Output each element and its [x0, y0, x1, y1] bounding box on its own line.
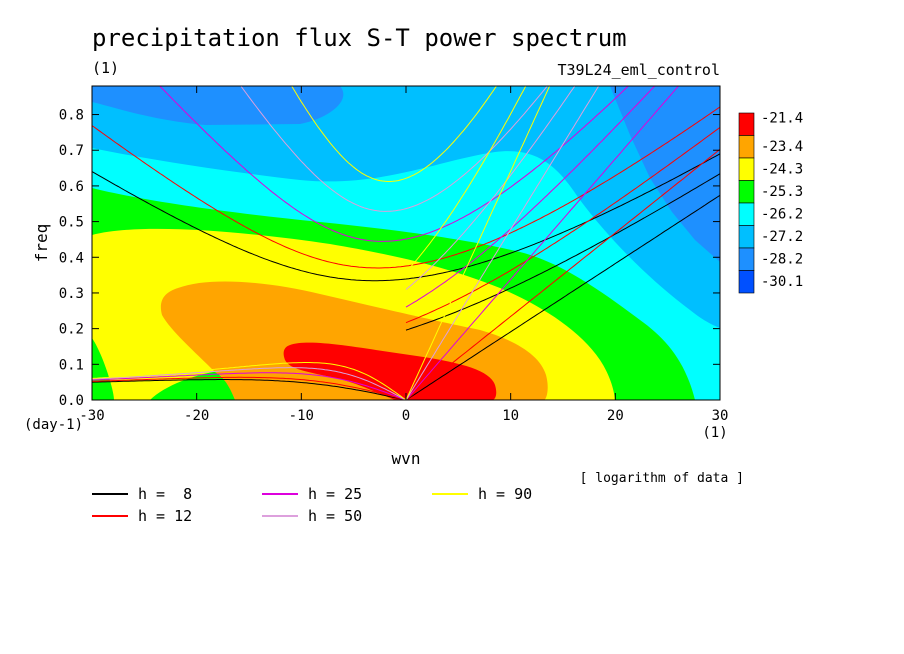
- contour-fill-level-7b: [92, 86, 344, 125]
- x-unit-label: (1): [702, 425, 727, 441]
- kelvin-wave-curve: [405, 86, 680, 400]
- dispersion-curves: [92, 86, 720, 400]
- kelvin-wave-curve: [405, 148, 720, 400]
- legend-label: h = 25: [308, 485, 362, 503]
- colorbar-label: -25.3: [761, 184, 803, 200]
- x-tick-label: -10: [289, 408, 314, 424]
- rossby-wave-curve: [92, 379, 407, 400]
- legend-label: h = 8: [138, 485, 192, 503]
- y-tick-label: 0.3: [59, 286, 84, 302]
- x-tick-label: -30: [79, 408, 104, 424]
- units-label: (1): [92, 59, 119, 77]
- contour-fill-level-4b: [92, 338, 114, 400]
- colorbar-segment: [738, 225, 755, 249]
- y-tick-label: 0.2: [59, 322, 84, 338]
- y-tick-label: 0.1: [59, 357, 84, 373]
- y-unit-label: (day-1): [24, 417, 83, 433]
- rossby-wave-curve: [92, 362, 407, 400]
- colorbar-label: -23.4: [761, 139, 803, 155]
- colorbar-label: -24.3: [761, 161, 803, 177]
- colorbar-segment: [738, 270, 755, 294]
- curve-legend: h = 8 h = 12 h = 25 h = 50 h = 90: [92, 485, 532, 525]
- colorbar-segment: [738, 202, 755, 226]
- contour-fill-level-1: [283, 342, 497, 400]
- inertio-gravity-curve: [92, 153, 720, 282]
- kelvin-wave-curve: [405, 86, 551, 400]
- colorbar-segment: [738, 112, 755, 136]
- colorbar-label: -21.4: [761, 110, 803, 126]
- x-tick-label: 0: [402, 408, 410, 424]
- chart-title: precipitation flux S-T power spectrum: [92, 24, 627, 52]
- experiment-label: T39L24_eml_control: [557, 61, 720, 79]
- x-axis-label: wvn: [392, 449, 421, 468]
- log-note: [ logarithm of data ]: [580, 471, 744, 486]
- rossby-wave-curve: [92, 376, 407, 400]
- y-tick-label: 0.5: [59, 215, 84, 231]
- inertio-gravity-curve: [291, 86, 498, 182]
- x-tick-label: 20: [607, 408, 624, 424]
- x-tick-label: -20: [184, 408, 209, 424]
- y-axis-ticks: 0.0 0.1 0.2 0.3 0.4 0.5 0.6 0.7 0.8: [59, 108, 720, 409]
- y-tick-label: 0.7: [59, 143, 84, 159]
- colorbar-label: -26.2: [761, 206, 803, 222]
- x-tick-label: 30: [712, 408, 729, 424]
- legend-label: h = 90: [478, 485, 532, 503]
- kelvin-wave-curve: [405, 86, 600, 400]
- contour-fill-level-7: [610, 86, 720, 262]
- contour-field: [92, 86, 720, 400]
- inertio-gravity-curve: [159, 86, 630, 242]
- colorbar-label: -28.2: [761, 251, 803, 267]
- mrg-wave-curve: [405, 86, 656, 308]
- colorbar-label: -27.2: [761, 229, 803, 245]
- mrg-wave-curve: [405, 126, 720, 324]
- kelvin-wave-curve: [405, 194, 720, 400]
- y-tick-label: 0.8: [59, 108, 84, 124]
- inertio-gravity-curve: [240, 86, 548, 212]
- x-axis-ticks: -30 -20 -10 0 10 20 30: [79, 86, 728, 424]
- rossby-wave-curve: [92, 367, 407, 400]
- y-axis-label: freq: [32, 224, 51, 263]
- mrg-wave-curve: [405, 173, 720, 331]
- legend-label: h = 12: [138, 507, 192, 525]
- y-tick-label: 0.0: [59, 393, 84, 409]
- legend-label: h = 50: [308, 507, 362, 525]
- colorbar-segment: [738, 157, 755, 181]
- colorbar-segment: [738, 135, 755, 159]
- x-tick-label: 10: [502, 408, 519, 424]
- colorbar-segment: [738, 180, 755, 204]
- colorbar-label: -30.1: [761, 274, 803, 290]
- colorbar: -21.4 -23.4 -24.3 -25.3 -26.2 -27.2 -28.2 -30.1: [738, 110, 803, 294]
- mrg-wave-curve: [405, 86, 527, 273]
- mrg-wave-curve: [405, 86, 576, 290]
- inertio-gravity-curve: [92, 106, 720, 269]
- rossby-wave-curve: [92, 372, 407, 400]
- colorbar-segment: [738, 247, 755, 271]
- y-tick-label: 0.4: [59, 250, 84, 266]
- y-tick-label: 0.6: [59, 179, 84, 195]
